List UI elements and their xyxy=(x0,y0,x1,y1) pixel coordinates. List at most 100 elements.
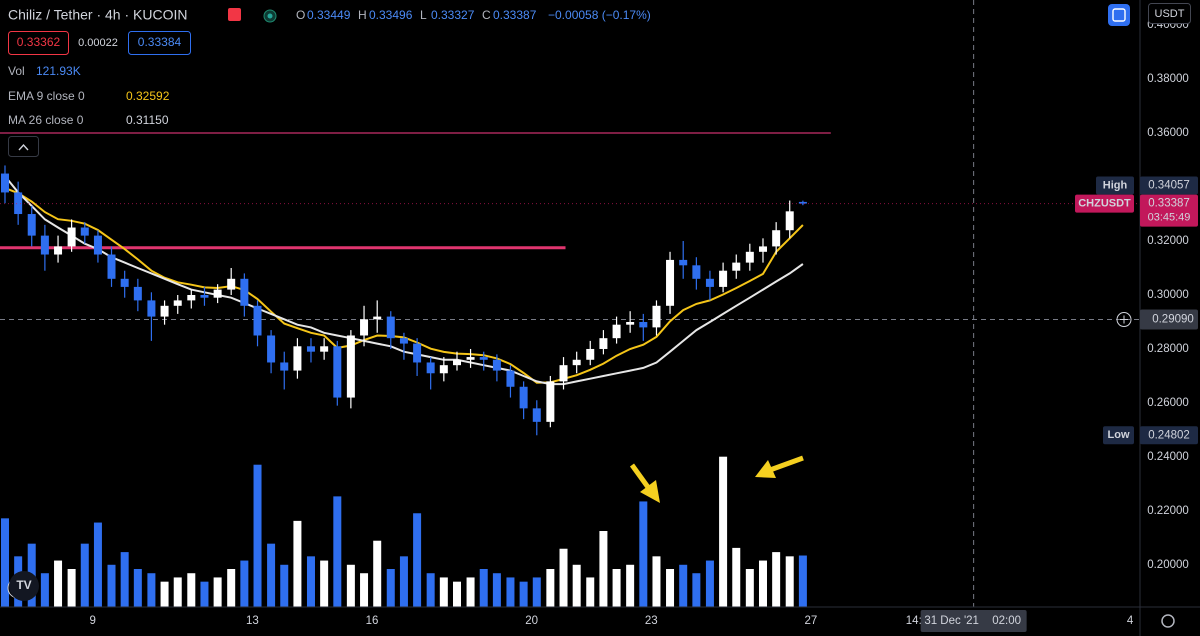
volume-bar xyxy=(200,581,209,607)
volume-bar xyxy=(506,577,515,607)
candle-body xyxy=(54,246,63,255)
volume-bar xyxy=(133,569,142,607)
auto-scale-button[interactable] xyxy=(1108,4,1130,26)
ohlc-value: 0.33387 xyxy=(493,8,537,22)
volume-bar xyxy=(639,501,648,607)
candle-body xyxy=(173,300,182,306)
candle-body xyxy=(719,270,728,287)
candle-body xyxy=(798,201,807,204)
ohlc-key: C xyxy=(482,8,491,22)
price-tag-name: CHZUSDT xyxy=(1078,197,1131,209)
candle-body xyxy=(439,365,448,374)
volume-bar xyxy=(160,581,169,607)
crosshair-x-date: 31 Dec '21 xyxy=(924,615,979,627)
volume-bar xyxy=(54,560,63,607)
candle-body xyxy=(679,259,688,266)
candle-body xyxy=(639,321,648,328)
arrow-head xyxy=(755,460,776,478)
ohlc-value: 0.33449 xyxy=(307,8,351,22)
volume-bar xyxy=(293,520,302,607)
price-tag-box xyxy=(1140,426,1198,445)
auto-scale-icon xyxy=(1112,8,1126,22)
vol-key: Vol xyxy=(8,64,25,78)
volume-bar xyxy=(267,543,276,607)
currency[interactable]: USDT xyxy=(1155,8,1185,20)
candle-body xyxy=(306,346,315,352)
volume-bar xyxy=(187,573,196,607)
ema-value: 0.32592 xyxy=(126,89,170,103)
candle-body xyxy=(666,259,675,306)
volume-bar xyxy=(679,564,688,607)
volume-bar xyxy=(705,560,714,607)
candle-body xyxy=(506,370,515,387)
legend: Chiliz / Tether · 4h · KUCOIN O 0.33449 H 0… xyxy=(8,7,651,157)
volume-bar xyxy=(280,564,289,607)
volume-bar xyxy=(546,569,555,607)
volume-bar xyxy=(173,577,182,607)
symbol: Chiliz / Tether · 4h · KUCOIN xyxy=(8,7,187,23)
settings-icon[interactable] xyxy=(1161,614,1175,628)
volume-bar xyxy=(626,564,635,607)
y-tick-label: 0.30000 xyxy=(1147,289,1189,301)
candle-body xyxy=(227,278,236,290)
volume-bar xyxy=(346,564,355,607)
volume-bar xyxy=(666,569,675,607)
sell-button[interactable] xyxy=(8,31,69,55)
y-tick-label: 0.26000 xyxy=(1147,397,1189,409)
buy-button[interactable] xyxy=(128,31,191,55)
candle-body xyxy=(14,192,23,215)
candle-body xyxy=(133,286,142,301)
volume-bar xyxy=(758,560,767,607)
volume-bar xyxy=(492,573,501,607)
volume-bar xyxy=(227,569,236,607)
candle-body xyxy=(0,173,9,193)
x-tick-label: 13 xyxy=(246,615,259,627)
volume-bar xyxy=(426,573,435,607)
volume-bar xyxy=(719,456,728,607)
candle-body xyxy=(187,294,196,301)
ma-value: 0.31150 xyxy=(126,113,169,127)
ohlc-key: O xyxy=(296,8,305,22)
volume-bar xyxy=(413,513,422,607)
collapse-icon xyxy=(18,143,29,151)
candle-body xyxy=(213,289,222,298)
price-tag-name-box xyxy=(1075,194,1134,213)
x-tick-label: 20 xyxy=(525,615,538,627)
volume-bar xyxy=(40,573,49,607)
collapse-button[interactable] xyxy=(8,136,39,157)
price-tag-value: 0.33387 xyxy=(1148,198,1190,210)
crosshair-x-box xyxy=(920,610,1027,632)
volume-bar xyxy=(586,577,595,607)
volume-bar xyxy=(772,552,781,607)
candle-body xyxy=(519,386,528,409)
y-tick-label: 0.22000 xyxy=(1147,505,1189,517)
buy-price[interactable]: 0.33384 xyxy=(138,35,182,49)
y-tick-label: 0.20000 xyxy=(1147,559,1189,571)
flag-icon[interactable] xyxy=(228,8,241,21)
candle-body xyxy=(732,262,741,271)
status-dot-inner xyxy=(267,13,273,19)
time-axis: 9 13 16 20 23 27 14: 4 31 Dec '21 02:00 xyxy=(0,606,1200,632)
volume-bar xyxy=(439,577,448,607)
volume-bar xyxy=(559,548,568,607)
candle-body xyxy=(466,357,475,360)
crosshair-plus[interactable] xyxy=(1116,312,1132,328)
candle-body xyxy=(107,254,116,279)
candle-body xyxy=(572,359,581,366)
currency-button[interactable] xyxy=(1148,3,1191,24)
volume-bar xyxy=(745,569,754,607)
candle-body xyxy=(413,343,422,363)
candle-body xyxy=(452,359,461,366)
ohlc: O 0.33449 H 0.33496 L 0.33327 C 0.33387 xyxy=(296,8,537,22)
volume-bar xyxy=(798,555,807,607)
crosshair-x-time: 02:00 xyxy=(992,615,1021,627)
annotation-arrows xyxy=(629,455,804,503)
volume-bar xyxy=(373,540,382,607)
candle-body xyxy=(160,305,169,317)
sell-price[interactable]: 0.33362 xyxy=(17,35,61,49)
crosshair-y-label: 0.29090 xyxy=(1152,314,1194,326)
volume-bar xyxy=(120,552,129,607)
candle-body xyxy=(399,338,408,344)
volume-bar xyxy=(80,543,89,607)
